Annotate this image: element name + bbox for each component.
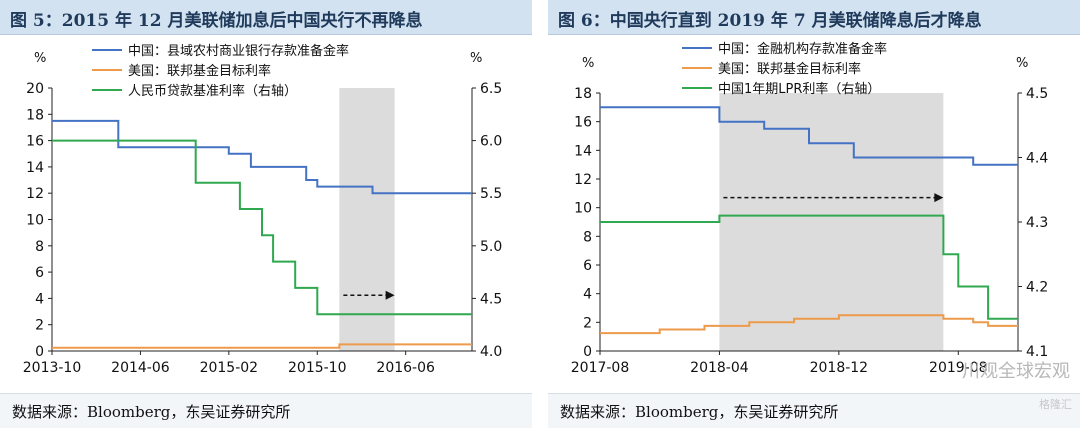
left-tick-label: 2 — [35, 318, 44, 334]
shaded-region — [339, 88, 395, 351]
source-note: 数据来源：Bloomberg，东吴证券研究所 — [560, 403, 839, 421]
right-tick-label: 4.5 — [1026, 86, 1048, 102]
right-tick-label: 5.5 — [480, 186, 502, 202]
trend-arrow-head — [385, 290, 395, 300]
watermark-text: 川观全球宏观 — [962, 361, 1070, 382]
left-tick-label: 2 — [583, 315, 592, 331]
shaded-region — [719, 93, 944, 351]
chart-plot-fig5: % % 0 2 4 6 8 10 12 14 16 18 20 4.0 4.5 5.0 5.5 6.0 6.5 201… — [23, 43, 503, 376]
x-tick-label: 2019-08 — [929, 360, 988, 376]
left-tick-label: 12 — [574, 172, 592, 188]
x-tick-label: 2015-02 — [200, 360, 259, 376]
left-tick-label: 8 — [35, 239, 44, 255]
chart-title-bar: 图 6：中国央行直到 2019 年 7 月美联储降息后才降息 — [548, 0, 1080, 35]
x-tick-label: 2017-08 — [571, 360, 630, 376]
legend-label-0: 中国：县域农村商业银行存款准备金率 — [128, 43, 349, 59]
trend-arrow-head — [934, 193, 944, 203]
legend-label-2: 中国1年期LPR利率（右轴） — [718, 81, 880, 97]
left-tick-label: 18 — [26, 107, 44, 123]
left-tick-label: 10 — [26, 213, 44, 229]
right-axis-unit: % — [1016, 56, 1028, 71]
legend-label-1: 美国：联邦基金目标利率 — [718, 61, 861, 77]
legend-label-1: 美国：联邦基金目标利率 — [128, 63, 271, 79]
left-tick-label: 8 — [583, 229, 592, 245]
right-tick-label: 4.3 — [1026, 215, 1048, 231]
left-tick-label: 14 — [574, 143, 592, 159]
series-line-0 — [52, 119, 472, 195]
right-tick-label: 5.0 — [480, 239, 502, 255]
left-tick-label: 16 — [26, 134, 44, 150]
chart-title: 图 5：2015 年 12 月美联储加息后中国央行不再降息 — [10, 11, 423, 31]
x-tick-label: 2014-06 — [111, 360, 170, 376]
chart-plot-fig6: % % 0 2 4 6 8 10 12 14 16 18 4.1 4.2 4.3 4.4 4.5 2017-08 2… — [571, 41, 1049, 376]
chart-title-bar: 图 5：2015 年 12 月美联储加息后中国央行不再降息 — [0, 0, 532, 35]
left-tick-label: 10 — [574, 201, 592, 217]
source-note: 数据来源：Bloomberg，东吴证券研究所 — [12, 403, 291, 421]
left-tick-label: 4 — [583, 287, 592, 303]
watermark-sub: 格隆汇 — [1039, 398, 1072, 411]
series-line-0 — [600, 106, 1018, 166]
legend-label-0: 中国：金融机构存款准备金率 — [718, 41, 887, 57]
left-tick-label: 18 — [574, 86, 592, 102]
series-line-2 — [52, 139, 472, 316]
right-tick-label: 4.2 — [1026, 280, 1048, 296]
left-tick-label: 6 — [35, 265, 44, 281]
series-line-1 — [600, 314, 1018, 335]
left-axis-unit: % — [582, 56, 594, 71]
right-axis-unit: % — [470, 51, 482, 66]
series-line-1 — [52, 343, 472, 349]
right-tick-label: 6.5 — [480, 81, 502, 97]
left-tick-label: 6 — [583, 258, 592, 274]
right-tick-label: 4.0 — [480, 344, 502, 360]
left-tick-label: 16 — [574, 115, 592, 131]
right-tick-label: 6.0 — [480, 134, 502, 150]
x-tick-label: 2018-12 — [810, 360, 869, 376]
left-tick-label: 4 — [35, 291, 44, 307]
chart-panel-fig5: 图 5：2015 年 12 月美联储加息后中国央行不再降息 %% 0 2 4 6 8 10 1… — [0, 0, 532, 428]
right-tick-label: 4.1 — [1026, 344, 1048, 360]
chart-panel-fig6: 图 6：中国央行直到 2019 年 7 月美联储降息后才降息 %% 0 2 4 6 8 10… — [548, 0, 1080, 428]
x-tick-label: 2016-06 — [376, 360, 435, 376]
x-tick-label: 2013-10 — [23, 360, 82, 376]
left-tick-label: 0 — [35, 344, 44, 360]
source-bar: 数据来源：Bloomberg，东吴证券研究所 — [0, 393, 532, 428]
left-tick-label: 20 — [26, 81, 44, 97]
x-tick-label: 2015-10 — [288, 360, 347, 376]
source-bar: 数据来源：Bloomberg，东吴证券研究所 — [548, 393, 1080, 428]
left-tick-label: 14 — [26, 160, 44, 176]
legend-label-2: 人民币贷款基准利率（右轴） — [128, 83, 297, 99]
right-tick-label: 4.4 — [1026, 151, 1048, 167]
chart-title: 图 6：中国央行直到 2019 年 7 月美联储降息后才降息 — [558, 11, 982, 31]
left-axis-unit: % — [34, 51, 46, 66]
left-tick-label: 0 — [583, 344, 592, 360]
x-tick-label: 2018-04 — [690, 360, 749, 376]
series-line-2 — [600, 214, 1018, 320]
left-tick-label: 12 — [26, 186, 44, 202]
right-tick-label: 4.5 — [480, 291, 502, 307]
